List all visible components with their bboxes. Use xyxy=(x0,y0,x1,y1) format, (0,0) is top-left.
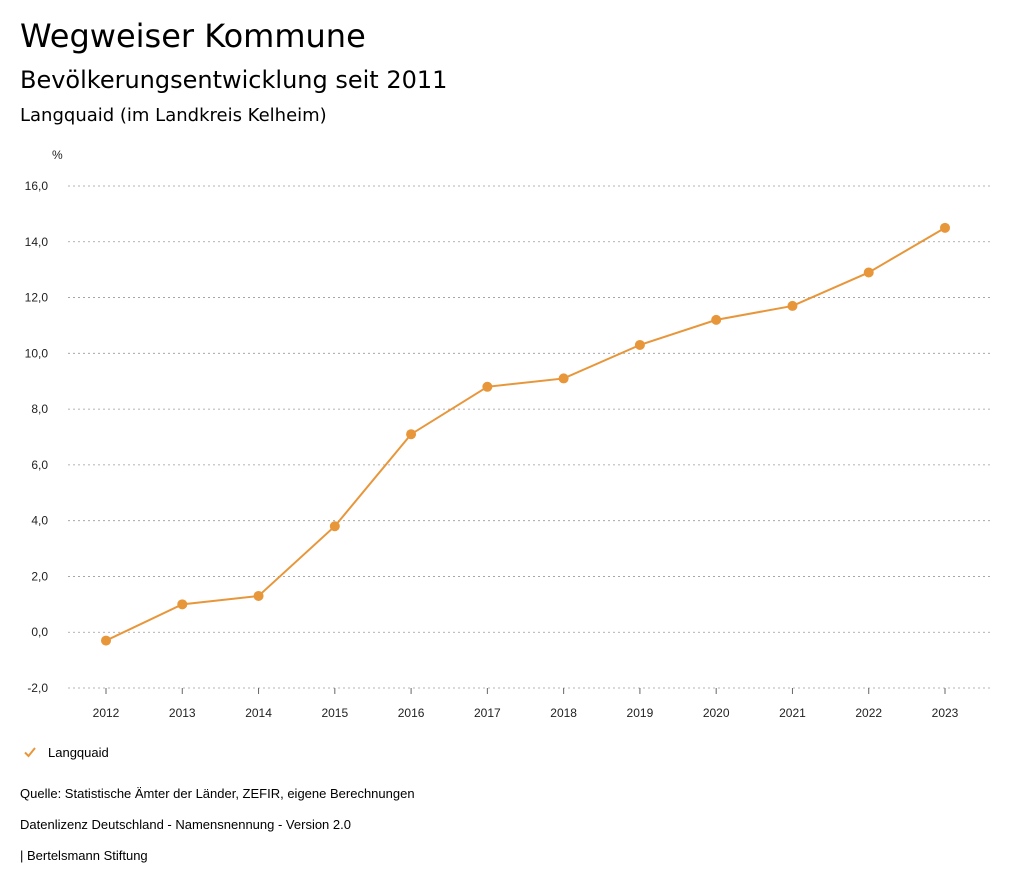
x-tick-label: 2014 xyxy=(245,706,272,720)
publisher-note: | Bertelsmann Stiftung xyxy=(20,848,148,863)
data-point[interactable] xyxy=(711,314,722,325)
line-chart: % -2,0 0,0 2,0 4,0 6,0 8,0 10,0 12,0 14,0 16,0 20… xyxy=(25,148,990,720)
data-point[interactable] xyxy=(253,590,264,601)
data-point[interactable] xyxy=(406,429,417,440)
data-point[interactable] xyxy=(863,267,874,278)
data-point[interactable] xyxy=(101,635,111,646)
y-tick-label: 16,0 xyxy=(25,179,49,193)
x-tick-label: 2022 xyxy=(855,706,882,720)
x-tick-label: 2023 xyxy=(932,706,959,720)
license-note: Datenlizenz Deutschland - Namensnennung … xyxy=(20,817,351,832)
data-point[interactable] xyxy=(177,599,188,610)
y-tick-label: 12,0 xyxy=(25,291,49,305)
x-tick-label: 2020 xyxy=(703,706,730,720)
source-note: Quelle: Statistische Ämter der Länder, Z… xyxy=(20,786,415,801)
y-tick-label: 4,0 xyxy=(31,514,48,528)
x-tick-label: 2021 xyxy=(779,706,806,720)
legend[interactable]: Langquaid xyxy=(22,744,109,760)
y-tick-label: 2,0 xyxy=(31,569,48,583)
series-line-langquaid xyxy=(105,226,946,642)
x-tick-label: 2015 xyxy=(321,706,348,720)
data-point[interactable] xyxy=(329,521,340,532)
x-tick-label: 2012 xyxy=(93,706,120,720)
y-tick-label: 8,0 xyxy=(31,402,48,416)
x-tick-label: 2016 xyxy=(398,706,425,720)
y-axis-unit-label: % xyxy=(52,148,63,162)
legend-label: Langquaid xyxy=(48,744,109,760)
y-tick-label: -2,0 xyxy=(27,681,48,695)
data-point[interactable] xyxy=(482,381,493,392)
y-tick-label: 6,0 xyxy=(31,458,48,472)
region-label: Langquaid (im Landkreis Kelheim) xyxy=(20,105,327,126)
x-tick-label: 2019 xyxy=(627,706,654,720)
data-point[interactable] xyxy=(634,339,645,350)
x-tick-label: 2018 xyxy=(550,706,577,720)
page-title: Wegweiser Kommune xyxy=(20,17,366,55)
y-tick-label: 10,0 xyxy=(25,346,49,360)
chart-subtitle: Bevölkerungsentwicklung seit 2011 xyxy=(20,66,448,94)
x-tick-label: 2013 xyxy=(169,706,196,720)
y-tick-label: 0,0 xyxy=(31,625,48,639)
y-tick-label: 14,0 xyxy=(25,235,49,249)
data-point[interactable] xyxy=(558,373,569,384)
x-tick-label: 2017 xyxy=(474,706,501,720)
legend-check-icon xyxy=(24,747,36,758)
data-point[interactable] xyxy=(787,300,798,311)
data-point[interactable] xyxy=(940,222,950,233)
